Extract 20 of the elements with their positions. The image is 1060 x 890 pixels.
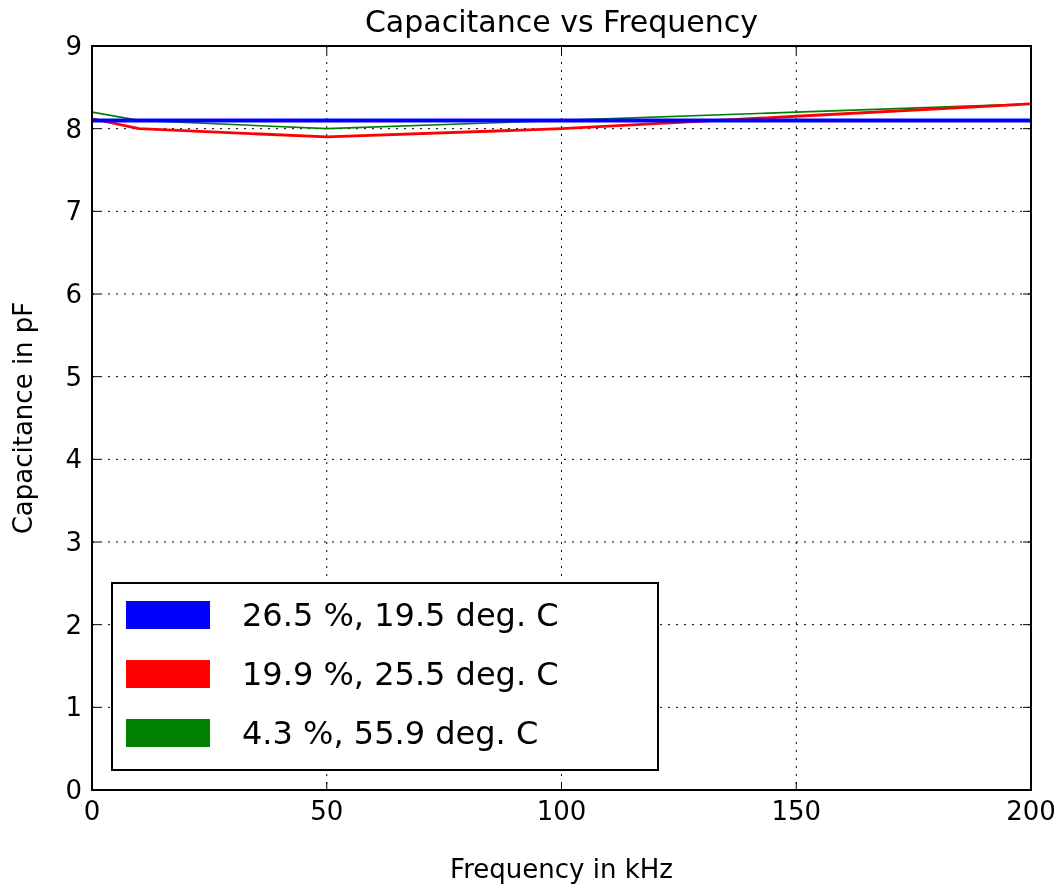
y-axis-title: Capacitance in pF xyxy=(8,301,38,535)
y-tick-label: 6 xyxy=(65,279,82,309)
legend-label: 4.3 %, 55.9 deg. C xyxy=(242,714,539,752)
y-tick-label: 5 xyxy=(65,361,82,392)
x-tick-label: 50 xyxy=(310,796,344,826)
y-tick-label: 3 xyxy=(65,527,82,557)
y-tick-label: 1 xyxy=(65,692,82,723)
legend-label: 26.5 %, 19.5 deg. C xyxy=(242,596,559,634)
y-tick-label: 7 xyxy=(65,196,82,227)
x-axis-title: Frequency in kHz xyxy=(450,854,673,884)
y-tick-label: 8 xyxy=(65,113,82,144)
y-tick-label: 2 xyxy=(65,609,82,640)
chart-title: Capacitance vs Frequency xyxy=(364,4,759,39)
legend-label: 19.9 %, 25.5 deg. C xyxy=(242,655,559,693)
x-tick-label: 100 xyxy=(536,796,587,826)
y-tick-label: 9 xyxy=(65,31,82,61)
x-tick-label: 150 xyxy=(771,796,822,826)
y-tick-label: 4 xyxy=(65,444,82,475)
x-tick-label: 200 xyxy=(1006,796,1056,826)
y-tick-label: 0 xyxy=(65,775,82,805)
